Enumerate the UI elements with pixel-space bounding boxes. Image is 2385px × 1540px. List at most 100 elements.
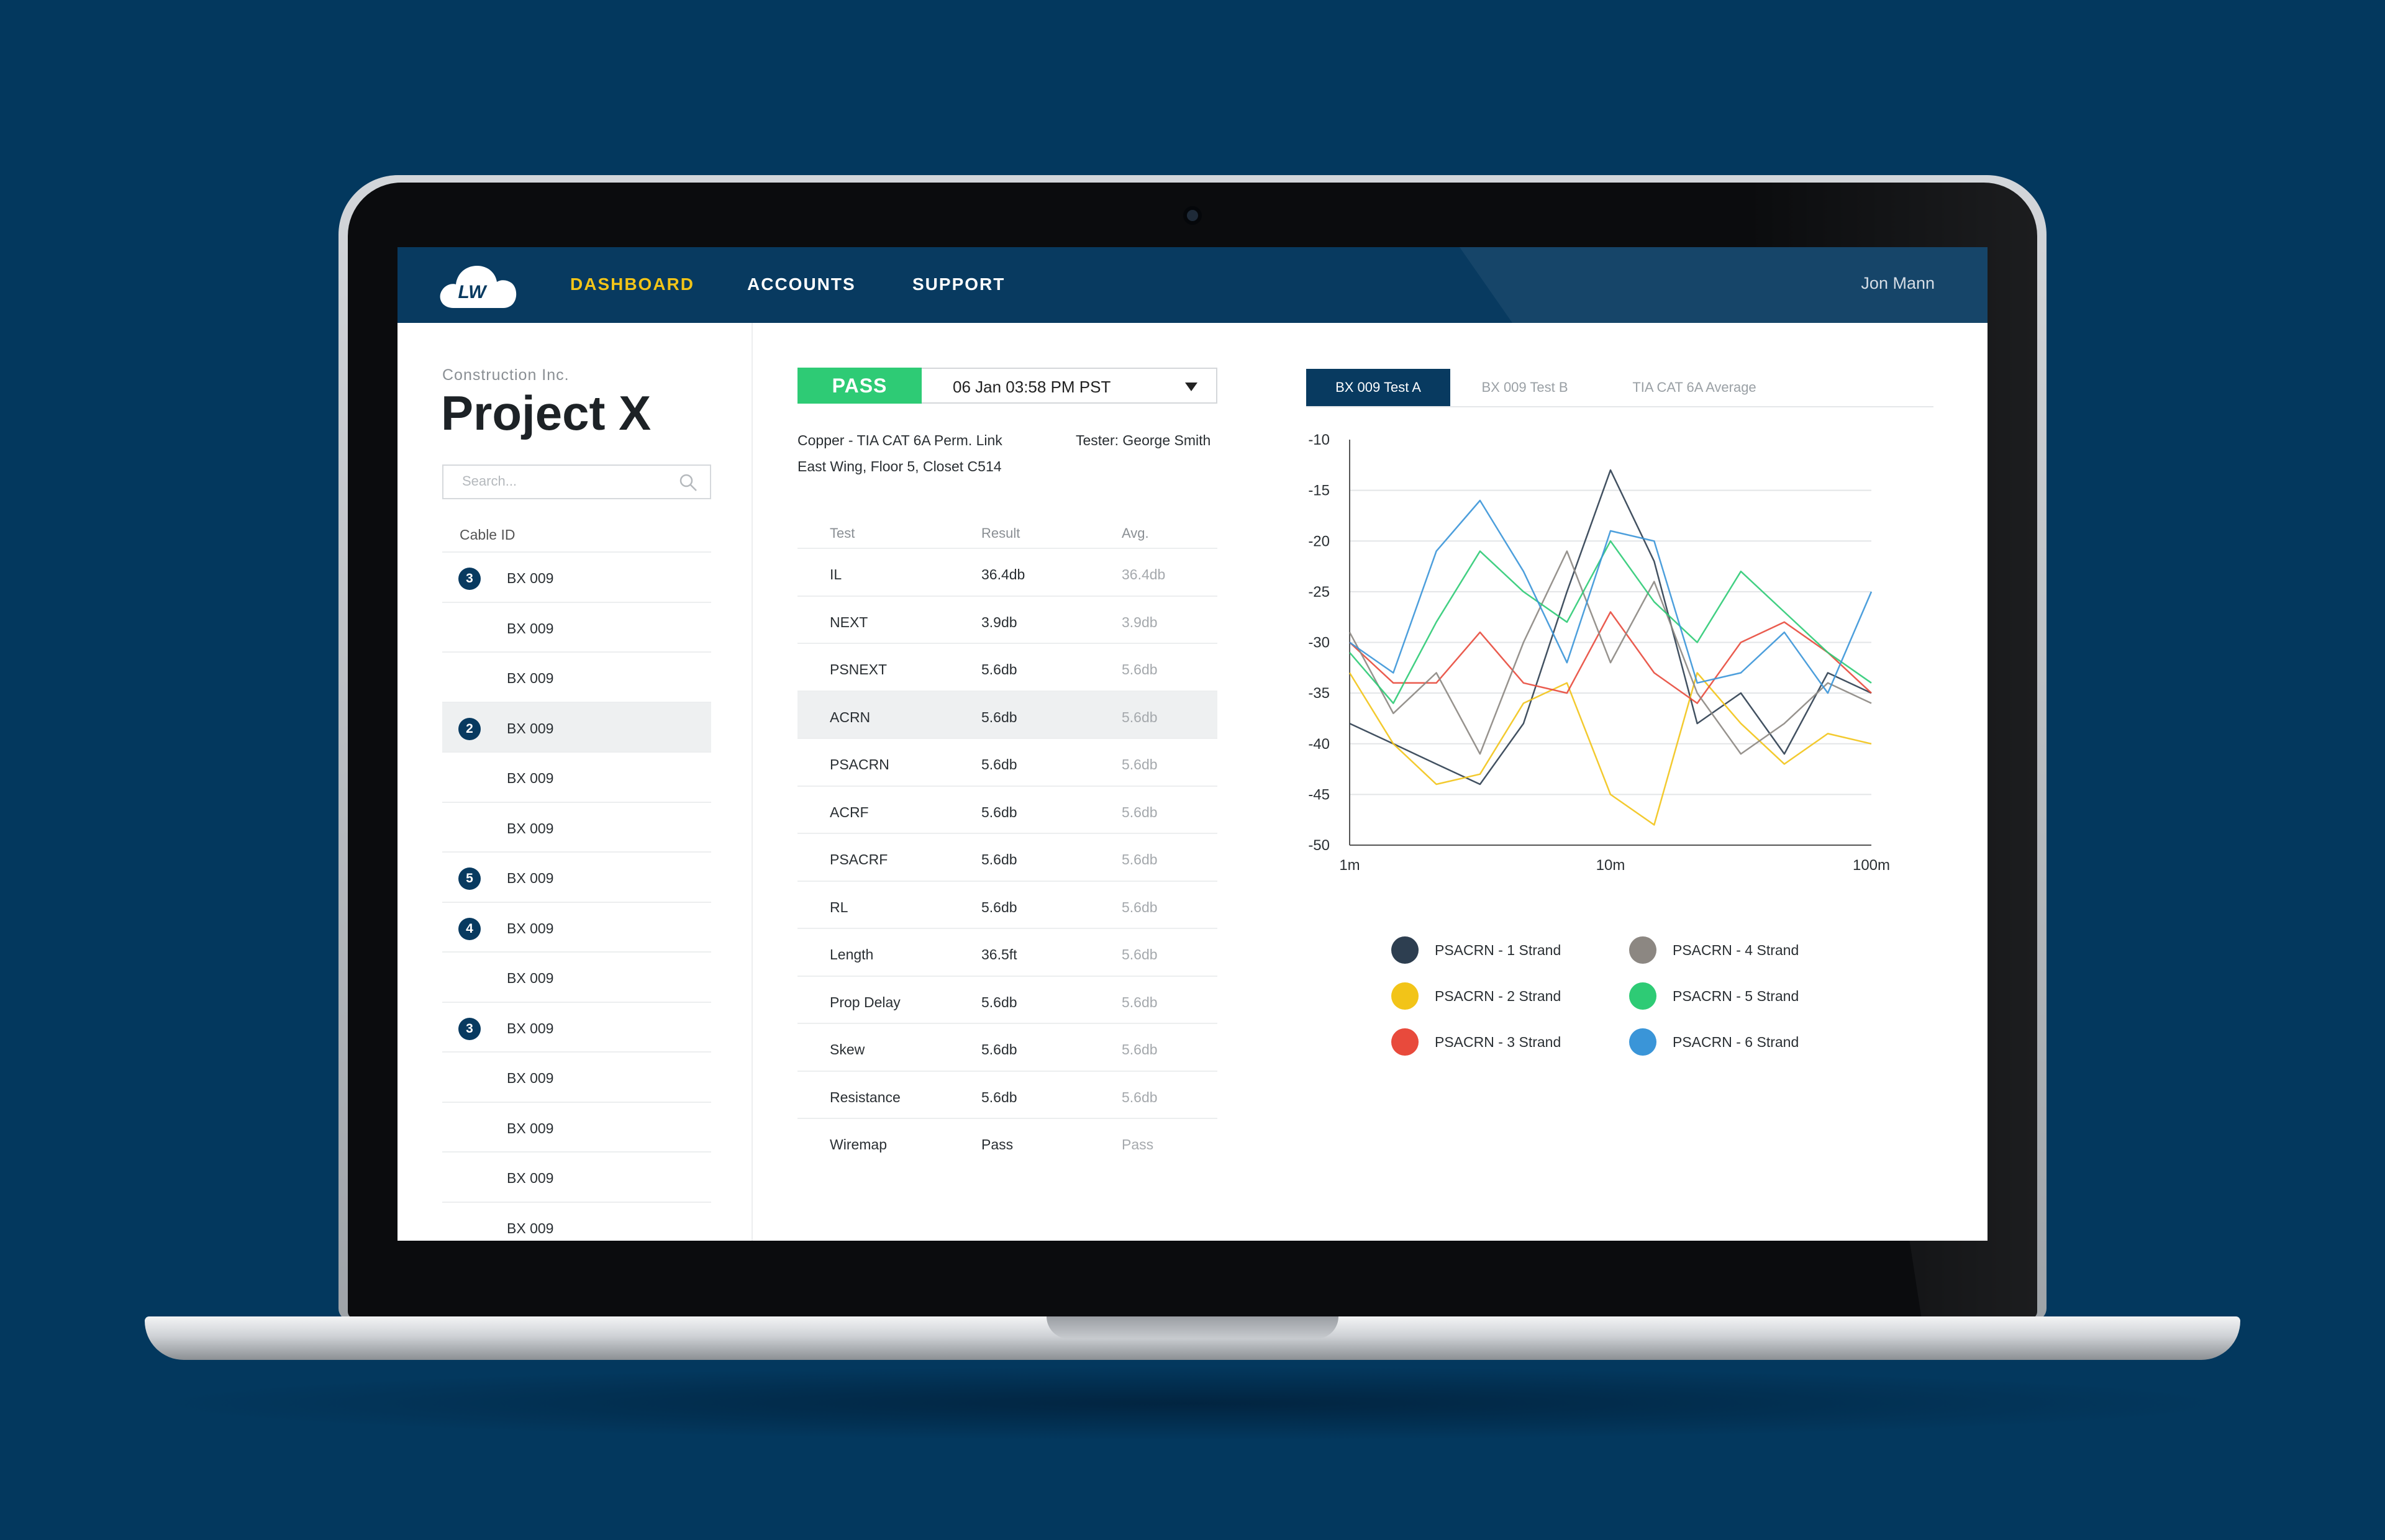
cable-row[interactable]: BX 009 xyxy=(442,953,711,1003)
search-box xyxy=(442,464,711,499)
laptop-shadow xyxy=(143,1366,2242,1441)
table-row[interactable]: PSACRF 5.6db 5.6db xyxy=(797,834,1217,882)
test-name-cell: Prop Delay xyxy=(830,994,901,1010)
table-row[interactable]: RL 5.6db 5.6db xyxy=(797,882,1217,929)
avg-cell: 5.6db xyxy=(1122,709,1158,725)
avg-cell: Pass xyxy=(1122,1136,1154,1153)
series-line xyxy=(1348,672,1872,826)
table-row[interactable]: PSNEXT 5.6db 5.6db xyxy=(797,644,1217,692)
test-name-cell: Wiremap xyxy=(830,1136,888,1153)
cable-label: BX 009 xyxy=(507,870,554,886)
table-row[interactable]: Wiremap Pass Pass xyxy=(797,1119,1217,1167)
cloud-logo-icon[interactable]: LW xyxy=(436,256,520,313)
table-row[interactable]: NEXT 3.9db 3.9db xyxy=(797,597,1217,644)
result-cell: 5.6db xyxy=(981,851,1017,867)
table-row[interactable]: Length 36.5ft 5.6db xyxy=(797,929,1217,977)
test-name-cell: Skew xyxy=(830,1041,865,1058)
cable-row[interactable]: BX 009 xyxy=(442,1153,711,1203)
avg-cell: 5.6db xyxy=(1122,804,1158,820)
y-tick-label: -25 xyxy=(1308,584,1330,600)
cable-type: Copper - TIA CAT 6A Perm. Link xyxy=(797,432,1002,448)
test-name-cell: PSACRF xyxy=(830,851,888,867)
test-date-value: 06 Jan 03:58 PM PST xyxy=(953,378,1111,396)
series-line xyxy=(1349,469,1872,786)
y-tick-label: -50 xyxy=(1308,837,1330,854)
avg-cell: 5.6db xyxy=(1122,756,1158,772)
user-name[interactable]: Jon Mann xyxy=(1861,274,1935,292)
cable-label: BX 009 xyxy=(507,820,554,836)
result-cell: 5.6db xyxy=(981,994,1017,1010)
y-tick-label: -30 xyxy=(1308,635,1330,651)
legend-swatch xyxy=(1629,936,1656,964)
table-row[interactable]: Prop Delay 5.6db 5.6db xyxy=(797,977,1217,1024)
cable-label: BX 009 xyxy=(507,670,554,686)
y-tick-label: -20 xyxy=(1308,533,1330,550)
cable-row[interactable]: BX 009 xyxy=(442,653,711,703)
tab-test-b[interactable]: BX 009 Test B xyxy=(1481,379,1568,395)
cable-row[interactable]: 5 BX 009 xyxy=(442,853,711,903)
test-name-cell: PSACRN xyxy=(830,756,889,772)
cable-row[interactable]: BX 009 xyxy=(442,1053,711,1103)
cable-row[interactable]: BX 009 xyxy=(442,1103,711,1153)
cable-row[interactable]: 3 BX 009 xyxy=(442,553,711,603)
test-name-cell: ACRN xyxy=(830,709,871,725)
test-name-cell: PSNEXT xyxy=(830,661,888,677)
y-tick-label: -10 xyxy=(1308,432,1330,448)
cable-label: BX 009 xyxy=(507,1220,554,1236)
result-cell: 5.6db xyxy=(981,756,1017,772)
table-row[interactable]: Skew 5.6db 5.6db xyxy=(797,1024,1217,1072)
issue-count-badge: 5 xyxy=(458,867,481,890)
search-input[interactable] xyxy=(443,466,667,497)
series-line xyxy=(1349,540,1872,704)
cable-label: BX 009 xyxy=(507,920,554,936)
legend-label: PSACRN - 4 Strand xyxy=(1673,942,1799,958)
cable-label: BX 009 xyxy=(507,720,554,736)
legend-swatch xyxy=(1391,1028,1419,1056)
legend-swatch xyxy=(1391,982,1419,1010)
issue-count-badge: 4 xyxy=(458,917,481,940)
app-screen: LW DASHBOARD ACCOUNTS SUPPORT Jon Mann C… xyxy=(398,247,1988,1241)
chart-tabs: BX 009 Test A BX 009 Test B TIA CAT 6A A… xyxy=(1306,369,1933,407)
test-date-select[interactable]: 06 Jan 03:58 PM PST xyxy=(922,368,1217,404)
table-row[interactable]: Resistance 5.6db 5.6db xyxy=(797,1072,1217,1119)
result-cell: 36.5ft xyxy=(981,946,1017,962)
cable-label: BX 009 xyxy=(507,620,554,636)
nav-support[interactable]: SUPPORT xyxy=(912,274,1006,294)
avg-cell: 3.9db xyxy=(1122,614,1158,630)
table-row[interactable]: PSACRN 5.6db 5.6db xyxy=(797,739,1217,787)
table-row[interactable]: ACRN 5.6db 5.6db xyxy=(797,691,1217,739)
cable-row[interactable]: BX 009 xyxy=(442,803,711,853)
table-row[interactable]: ACRF 5.6db 5.6db xyxy=(797,787,1217,834)
cable-row[interactable]: 4 BX 009 xyxy=(442,903,711,953)
table-header-row: Test Result Avg. xyxy=(797,508,1217,549)
cable-label: BX 009 xyxy=(507,570,554,586)
x-tick-label: 100m xyxy=(1853,857,1890,874)
legend-swatch xyxy=(1629,1028,1656,1056)
header-test: Test xyxy=(830,525,855,541)
tab-test-a[interactable]: BX 009 Test A xyxy=(1306,369,1450,406)
result-cell: 5.6db xyxy=(981,1041,1017,1058)
pass-status-badge: PASS xyxy=(797,368,922,404)
legend-label: PSACRN - 2 Strand xyxy=(1435,988,1561,1004)
result-cell: 5.6db xyxy=(981,709,1017,725)
nav-accounts[interactable]: ACCOUNTS xyxy=(747,274,856,294)
cable-row[interactable]: 2 BX 009 xyxy=(442,702,711,753)
y-tick-label: -35 xyxy=(1308,685,1330,702)
company-name: Construction Inc. xyxy=(442,366,570,384)
tab-average[interactable]: TIA CAT 6A Average xyxy=(1632,379,1756,395)
cable-list: 3 BX 009 BX 009 BX 009 2 BX 009 BX 009 BX 009 5 B… xyxy=(442,553,711,1241)
table-row[interactable]: IL 36.4db 36.4db xyxy=(797,549,1217,597)
cable-location: East Wing, Floor 5, Closet C514 xyxy=(797,458,1002,474)
test-name-cell: Length xyxy=(830,946,874,962)
x-tick-label: 1m xyxy=(1339,857,1360,874)
cable-row[interactable]: BX 009 xyxy=(442,1203,711,1241)
result-cell: 5.6db xyxy=(981,661,1017,677)
test-name-cell: ACRF xyxy=(830,804,869,820)
result-cell: Pass xyxy=(981,1136,1014,1153)
cable-row[interactable]: BX 009 xyxy=(442,603,711,653)
cable-row[interactable]: 3 BX 009 xyxy=(442,1003,711,1053)
nav-dashboard[interactable]: DASHBOARD xyxy=(570,274,694,294)
search-icon[interactable] xyxy=(679,473,697,492)
cable-row[interactable]: BX 009 xyxy=(442,753,711,803)
header-avg: Avg. xyxy=(1122,525,1149,541)
